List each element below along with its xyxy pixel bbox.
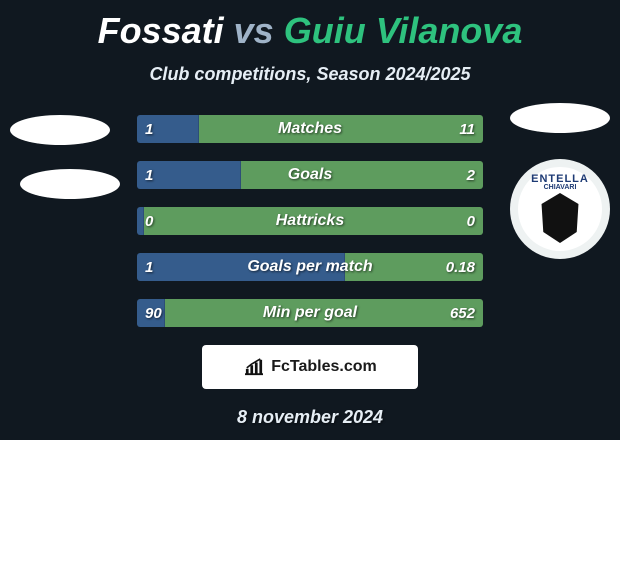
player2-name: Guiu Vilanova — [284, 10, 523, 51]
stat-rows: ENTELLA CHIAVARI 111Matches12Goals00Hatt… — [0, 115, 620, 327]
crest-sub-text: CHIAVARI — [544, 184, 577, 191]
left-value: 1 — [137, 253, 161, 281]
left-value: 90 — [137, 299, 170, 327]
stat-row: 12Goals — [137, 161, 483, 189]
bar-right — [144, 207, 483, 235]
right-value: 11 — [451, 115, 483, 143]
vs-separator: vs — [234, 10, 274, 51]
club-logo-left-1 — [10, 115, 110, 145]
source-badge-label: FcTables.com — [271, 358, 377, 376]
left-value: 1 — [137, 161, 161, 189]
left-value: 1 — [137, 115, 161, 143]
right-value: 0 — [459, 207, 483, 235]
right-value: 0.18 — [438, 253, 483, 281]
bar-left — [137, 253, 345, 281]
comparison-panel: Fossati vs Guiu Vilanova Club competitio… — [0, 0, 620, 440]
crest-inner: ENTELLA CHIAVARI — [518, 167, 602, 251]
page-title: Fossati vs Guiu Vilanova — [0, 0, 620, 52]
bar-chart-icon — [243, 358, 265, 376]
subtitle: Club competitions, Season 2024/2025 — [0, 64, 620, 85]
club-logo-right-1 — [510, 103, 610, 133]
crest-figure-icon — [538, 193, 582, 243]
stat-row: 10.18Goals per match — [137, 253, 483, 281]
stat-row: 111Matches — [137, 115, 483, 143]
right-value: 2 — [459, 161, 483, 189]
source-badge[interactable]: FcTables.com — [202, 345, 418, 389]
club-logo-left-2 — [20, 169, 120, 199]
stat-row: 90652Min per goal — [137, 299, 483, 327]
bars-container: 111Matches12Goals00Hattricks10.18Goals p… — [137, 115, 483, 327]
right-value: 652 — [442, 299, 483, 327]
bar-right — [165, 299, 483, 327]
bar-right — [241, 161, 483, 189]
club-crest-right-2: ENTELLA CHIAVARI — [510, 159, 610, 259]
player1-name: Fossati — [98, 10, 224, 51]
bar-right — [199, 115, 483, 143]
date-text: 8 november 2024 — [0, 407, 620, 428]
stat-row: 00Hattricks — [137, 207, 483, 235]
left-value: 0 — [137, 207, 161, 235]
